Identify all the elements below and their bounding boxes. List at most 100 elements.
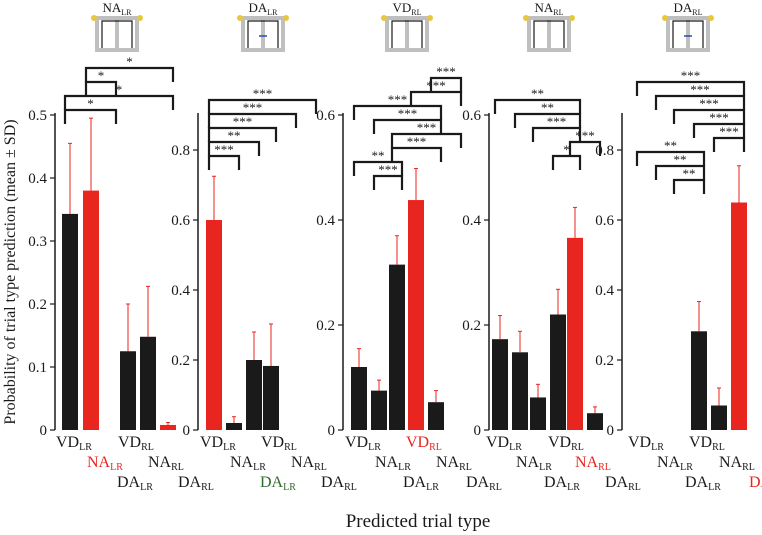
bar bbox=[492, 339, 508, 430]
significance-label: *** bbox=[417, 120, 437, 135]
significance-label: *** bbox=[436, 64, 456, 79]
x-tick-label: DALR bbox=[544, 474, 580, 493]
maze-icon bbox=[385, 16, 429, 52]
significance-bracket bbox=[84, 66, 175, 82]
bar bbox=[567, 237, 583, 430]
bar bbox=[428, 402, 444, 430]
x-tick-label: VDLR bbox=[200, 434, 236, 453]
bar bbox=[263, 365, 279, 430]
significance-label: *** bbox=[233, 114, 253, 129]
bar bbox=[371, 390, 387, 430]
y-tick-label: 0 bbox=[474, 423, 482, 439]
bar bbox=[62, 213, 78, 430]
bar bbox=[731, 202, 747, 430]
maze-dot-right bbox=[427, 15, 433, 21]
y-tick-label: 0 bbox=[40, 423, 48, 439]
significance-bracket bbox=[207, 126, 278, 142]
maze-path bbox=[391, 20, 423, 48]
maze-path bbox=[101, 20, 133, 48]
y-tick-label: 0.8 bbox=[595, 143, 614, 159]
significance-label: ** bbox=[531, 86, 544, 101]
significance-label: ** bbox=[664, 138, 677, 153]
bar bbox=[351, 367, 367, 430]
x-tick-label: DARL bbox=[749, 474, 762, 493]
significance-label: *** bbox=[709, 110, 729, 125]
maze-dot-left bbox=[381, 15, 387, 21]
y-tick-label: 0.1 bbox=[28, 360, 47, 376]
significance-label: * bbox=[98, 68, 105, 83]
y-tick-label: 0.4 bbox=[171, 283, 190, 299]
bar bbox=[246, 360, 262, 430]
y-tick-label: 0.2 bbox=[595, 353, 614, 369]
x-tick-label: NARL bbox=[575, 454, 611, 473]
significance-bracket bbox=[429, 76, 463, 92]
significance-label: * bbox=[563, 142, 570, 157]
bar bbox=[512, 352, 528, 430]
significance-bracket bbox=[372, 118, 443, 134]
bar bbox=[140, 336, 156, 430]
y-tick-label: 0.4 bbox=[462, 213, 481, 229]
y-axis-label: Probability of trial type prediction (me… bbox=[2, 119, 19, 424]
significance-bracket bbox=[712, 136, 746, 152]
x-tick-label: VDLR bbox=[486, 434, 522, 453]
significance-bracket bbox=[672, 108, 746, 124]
panel-title: VDRL bbox=[392, 0, 421, 17]
significance-bracket bbox=[84, 80, 118, 96]
x-tick-label: VDRL bbox=[118, 434, 154, 453]
significance-label: *** bbox=[214, 142, 234, 157]
maze-dot-left bbox=[91, 15, 97, 21]
significance-bracket bbox=[390, 146, 443, 162]
significance-label: *** bbox=[547, 114, 567, 129]
x-tick-label: VDLR bbox=[56, 434, 92, 453]
y-tick-label: 0.4 bbox=[316, 213, 335, 229]
significance-label: *** bbox=[575, 128, 595, 143]
y-tick-label: 0.5 bbox=[28, 108, 47, 124]
x-tick-label: DALR bbox=[403, 474, 439, 493]
significance-bracket bbox=[692, 122, 746, 138]
significance-bracket bbox=[63, 94, 175, 110]
maze-dot-right bbox=[569, 15, 575, 21]
y-tick-label: 0.6 bbox=[595, 213, 614, 229]
x-tick-label: NALR bbox=[375, 454, 411, 473]
x-tick-label: DARL bbox=[178, 474, 214, 493]
y-tick-label: 0.6 bbox=[316, 108, 335, 124]
x-tick-label: NARL bbox=[436, 454, 472, 473]
y-tick-label: 0.4 bbox=[595, 283, 614, 299]
maze-dot-right bbox=[137, 15, 143, 21]
x-tick-label: VDLR bbox=[628, 434, 664, 453]
significance-bracket bbox=[207, 154, 241, 170]
x-tick-label: NALR bbox=[516, 454, 552, 473]
panel-3: VDRL00.20.40.6VDLRNALRDALRVDRLNARLDARL**… bbox=[316, 0, 502, 493]
significance-label: ** bbox=[372, 148, 385, 163]
significance-bracket bbox=[635, 150, 706, 166]
x-tick-label: VDRL bbox=[548, 434, 584, 453]
bar bbox=[550, 314, 566, 430]
significance-bracket bbox=[513, 112, 582, 128]
significance-bracket bbox=[493, 98, 582, 114]
x-tick-label: DALR bbox=[117, 474, 153, 493]
panel-5: DARL00.20.40.60.8VDLRNALRDALRVDRLNARLDAR… bbox=[595, 0, 762, 493]
maze-icon bbox=[241, 16, 285, 52]
x-tick-label: NARL bbox=[148, 454, 184, 473]
maze-dot-left bbox=[237, 15, 243, 21]
significance-bracket bbox=[409, 90, 463, 106]
significance-bracket bbox=[551, 154, 582, 170]
significance-bracket bbox=[531, 126, 582, 142]
panel-2: DALR00.20.40.60.8VDLRNALRDALRVDRLNARLDAR… bbox=[171, 0, 357, 493]
bar bbox=[530, 397, 546, 430]
panel-title: DARL bbox=[673, 0, 702, 17]
significance-bracket bbox=[207, 140, 261, 156]
bar bbox=[587, 413, 603, 430]
significance-bracket bbox=[207, 98, 318, 114]
x-tick-label: VDLR bbox=[345, 434, 381, 453]
panels: NALR00.10.20.30.40.5VDLRNALRDALRVDRLNARL… bbox=[28, 0, 762, 493]
maze-dot-right bbox=[283, 15, 289, 21]
significance-label: *** bbox=[388, 92, 408, 107]
x-tick-label: DARL bbox=[466, 474, 502, 493]
significance-label: *** bbox=[253, 86, 273, 101]
maze-icon bbox=[95, 16, 139, 52]
significance-label: ** bbox=[683, 166, 696, 181]
y-tick-label: 0.6 bbox=[462, 108, 481, 124]
significance-label: * bbox=[116, 82, 123, 97]
bar bbox=[711, 405, 727, 430]
